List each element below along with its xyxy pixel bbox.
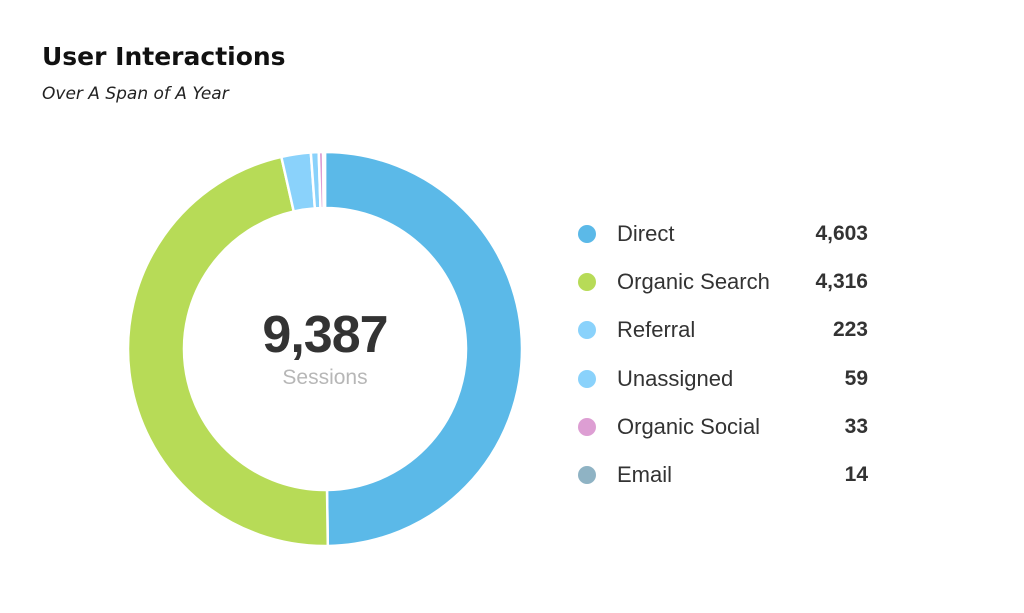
legend-dot-icon: [578, 321, 596, 340]
donut-slice-email[interactable]: [321, 150, 327, 210]
legend-item[interactable]: Direct 4,603: [578, 210, 868, 258]
total-sessions-value: 9,387: [262, 306, 388, 364]
legend-label: Direct: [617, 221, 675, 247]
legend-label: Referral: [617, 317, 696, 343]
chart-title: User Interactions: [42, 42, 286, 71]
legend-item[interactable]: Referral 223: [578, 306, 868, 354]
legend-label: Email: [617, 462, 673, 488]
legend-dot-icon: [578, 225, 596, 244]
donut-chart: [126, 150, 524, 548]
legend-dot-icon: [578, 273, 596, 292]
legend-dot-icon: [578, 466, 596, 485]
legend-value: 4,603: [815, 222, 868, 246]
donut-slice-direct[interactable]: [323, 150, 524, 548]
legend-item[interactable]: Email 14: [578, 451, 868, 499]
legend-value: 14: [844, 463, 868, 487]
chart-subtitle: Over A Span of A Year: [42, 84, 229, 104]
legend-value: 33: [844, 414, 868, 438]
legend-label: Organic Search: [617, 269, 770, 295]
chart-legend: Direct 4,603 Organic Search 4,316 Referral 22…: [578, 210, 868, 499]
legend-value: 59: [844, 366, 868, 390]
legend-dot-icon: [578, 369, 596, 388]
legend-item[interactable]: Organic Social 33: [578, 403, 868, 451]
total-sessions-label: Sessions: [282, 366, 368, 389]
legend-value: 4,316: [815, 270, 868, 294]
legend-value: 223: [832, 318, 868, 342]
legend-item[interactable]: Organic Search 4,316: [578, 258, 868, 306]
donut-slice-organic-search[interactable]: [126, 155, 330, 548]
legend-label: Organic Social: [617, 413, 761, 439]
legend-item[interactable]: Unassigned 59: [578, 355, 868, 403]
legend-dot-icon: [578, 417, 596, 436]
legend-label: Unassigned: [617, 365, 734, 391]
